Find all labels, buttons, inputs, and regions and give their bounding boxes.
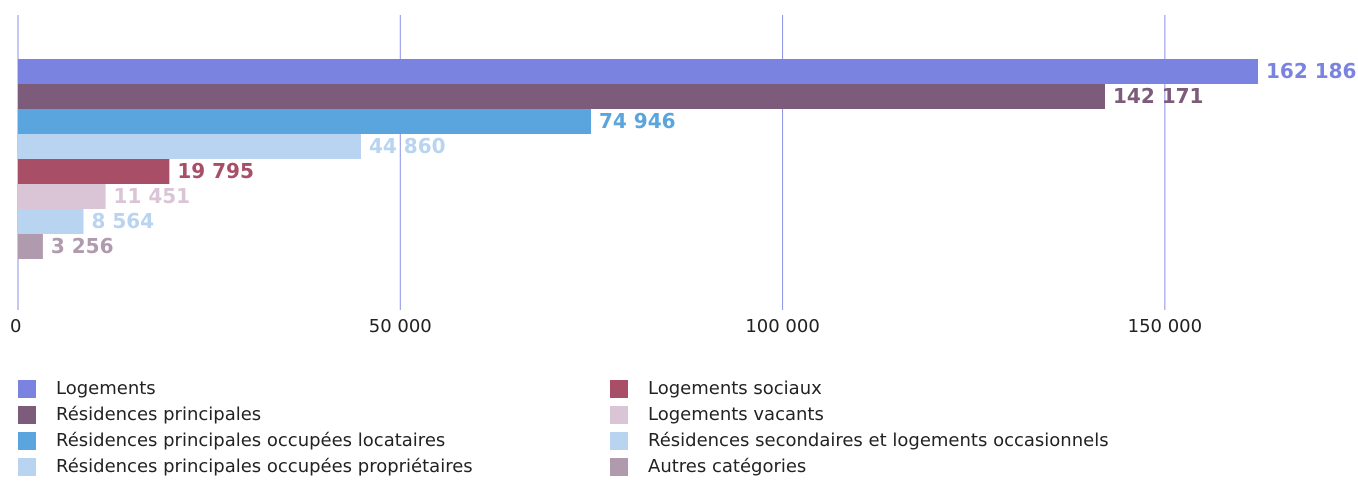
x-tick-label: 0	[10, 316, 21, 337]
legend-swatch	[18, 432, 36, 450]
value-label: 11 451	[114, 184, 191, 208]
x-tick-label: 150 000	[1128, 316, 1202, 337]
legend-swatch	[610, 458, 628, 476]
legend-label: Résidences principales occupées propriét…	[56, 456, 473, 477]
bar	[18, 84, 1105, 109]
bar	[18, 159, 170, 184]
x-tick-label: 50 000	[369, 316, 432, 337]
value-label: 19 795	[177, 159, 254, 183]
legend-swatch	[610, 406, 628, 424]
value-label: 142 171	[1113, 84, 1203, 108]
value-label: 74 946	[599, 109, 676, 133]
bar	[18, 59, 1259, 84]
bar	[18, 209, 84, 234]
legend-swatch	[18, 380, 36, 398]
legend-swatch	[18, 406, 36, 424]
legend-swatch	[610, 380, 628, 398]
legend-swatch	[610, 432, 628, 450]
x-tick-label: 100 000	[745, 316, 819, 337]
bar	[18, 184, 106, 209]
value-label: 162 186	[1266, 59, 1356, 83]
bar	[18, 134, 361, 159]
legend-label: Résidences principales	[56, 404, 261, 425]
legend-label: Logements sociaux	[648, 378, 822, 399]
legend-label: Logements vacants	[648, 404, 824, 425]
legend-label: Logements	[56, 378, 156, 399]
legend-label: Autres catégories	[648, 456, 806, 477]
legend-label: Résidences principales occupées locatair…	[56, 430, 445, 451]
legend-label: Résidences secondaires et logements occa…	[648, 430, 1109, 451]
bar	[18, 109, 592, 134]
value-label: 44 860	[369, 134, 446, 158]
bar	[18, 234, 43, 259]
legend-swatch	[18, 458, 36, 476]
value-label: 3 256	[51, 234, 114, 258]
value-label: 8 564	[91, 209, 154, 233]
